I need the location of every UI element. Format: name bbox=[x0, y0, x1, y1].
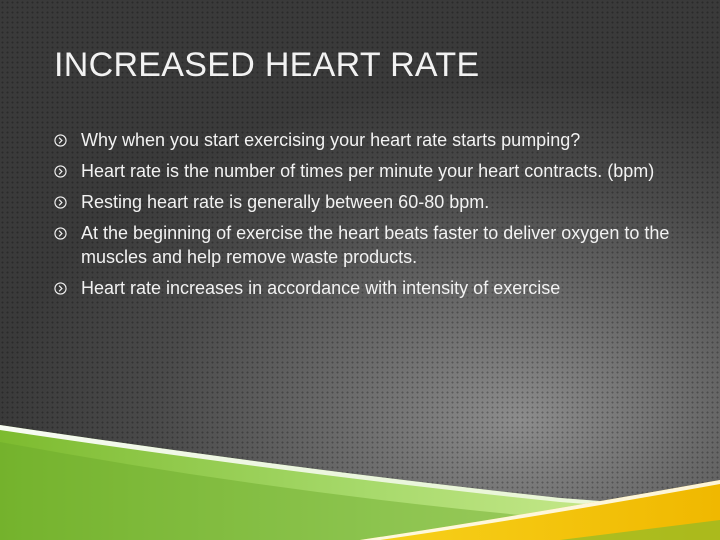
bullet-text: Heart rate is the number of times per mi… bbox=[81, 161, 655, 181]
circled-arrow-right-icon bbox=[54, 165, 67, 178]
circled-arrow-right-icon bbox=[54, 282, 67, 295]
circled-arrow-right-icon bbox=[54, 196, 67, 209]
bullet-item: Resting heart rate is generally between … bbox=[54, 190, 674, 214]
circled-arrow-right-icon bbox=[54, 134, 67, 147]
bullet-item: Why when you start exercising your heart… bbox=[54, 128, 674, 152]
green-yellow-swoosh bbox=[0, 425, 720, 540]
circled-arrow-right-icon bbox=[54, 227, 67, 240]
bullet-text: Heart rate increases in accordance with … bbox=[81, 278, 561, 298]
bullet-text: Resting heart rate is generally between … bbox=[81, 192, 490, 212]
bullet-text: Why when you start exercising your heart… bbox=[81, 130, 581, 150]
bullet-item: Heart rate increases in accordance with … bbox=[54, 276, 674, 300]
bullet-list: Why when you start exercising your heart… bbox=[54, 128, 674, 300]
bullet-item: At the beginning of exercise the heart b… bbox=[54, 221, 674, 269]
bullet-item: Heart rate is the number of times per mi… bbox=[54, 159, 674, 183]
slide-title: INCREASED HEART RATE bbox=[54, 46, 480, 84]
bullet-text: At the beginning of exercise the heart b… bbox=[81, 223, 670, 267]
